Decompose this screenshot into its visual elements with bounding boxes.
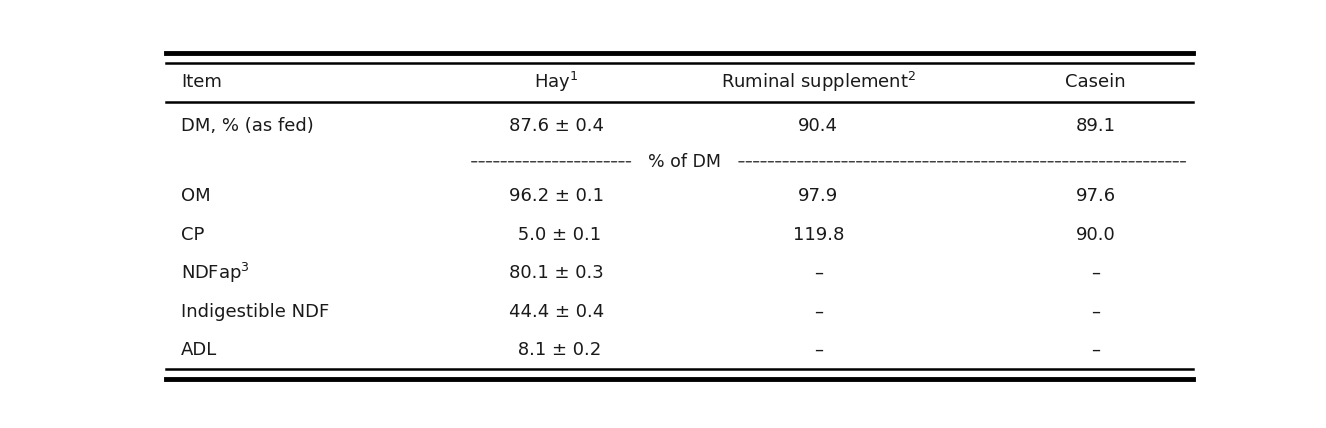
Text: Indigestible NDF: Indigestible NDF xyxy=(182,303,329,321)
Text: –: – xyxy=(814,341,823,359)
Text: 119.8: 119.8 xyxy=(793,226,843,244)
Text: –: – xyxy=(1091,264,1101,282)
Text: –: – xyxy=(814,303,823,321)
Text: 80.1 ± 0.3: 80.1 ± 0.3 xyxy=(509,264,603,282)
Text: 96.2 ± 0.1: 96.2 ± 0.1 xyxy=(509,187,603,205)
Text: –: – xyxy=(1091,341,1101,359)
Text: ADL: ADL xyxy=(182,341,217,359)
Text: 97.9: 97.9 xyxy=(798,187,838,205)
Text: 8.1 ± 0.2: 8.1 ± 0.2 xyxy=(512,341,601,359)
Text: % of DM: % of DM xyxy=(648,153,721,171)
Text: OM: OM xyxy=(182,187,211,205)
Text: NDFap$^{3}$: NDFap$^{3}$ xyxy=(182,261,251,285)
Text: Ruminal supplement$^2$: Ruminal supplement$^2$ xyxy=(720,70,916,94)
Text: 44.4 ± 0.4: 44.4 ± 0.4 xyxy=(509,303,603,321)
Text: Casein: Casein xyxy=(1066,73,1126,91)
Text: –: – xyxy=(1091,303,1101,321)
Text: 89.1: 89.1 xyxy=(1075,117,1115,135)
Text: 90.4: 90.4 xyxy=(798,117,838,135)
Text: Hay$^1$: Hay$^1$ xyxy=(534,70,578,94)
Text: Item: Item xyxy=(182,73,221,91)
Text: 5.0 ± 0.1: 5.0 ± 0.1 xyxy=(512,226,601,244)
Text: 97.6: 97.6 xyxy=(1075,187,1116,205)
Text: CP: CP xyxy=(182,226,204,244)
Text: DM, % (as fed): DM, % (as fed) xyxy=(182,117,314,135)
Text: 90.0: 90.0 xyxy=(1075,226,1115,244)
Text: 87.6 ± 0.4: 87.6 ± 0.4 xyxy=(509,117,603,135)
Text: –: – xyxy=(814,264,823,282)
